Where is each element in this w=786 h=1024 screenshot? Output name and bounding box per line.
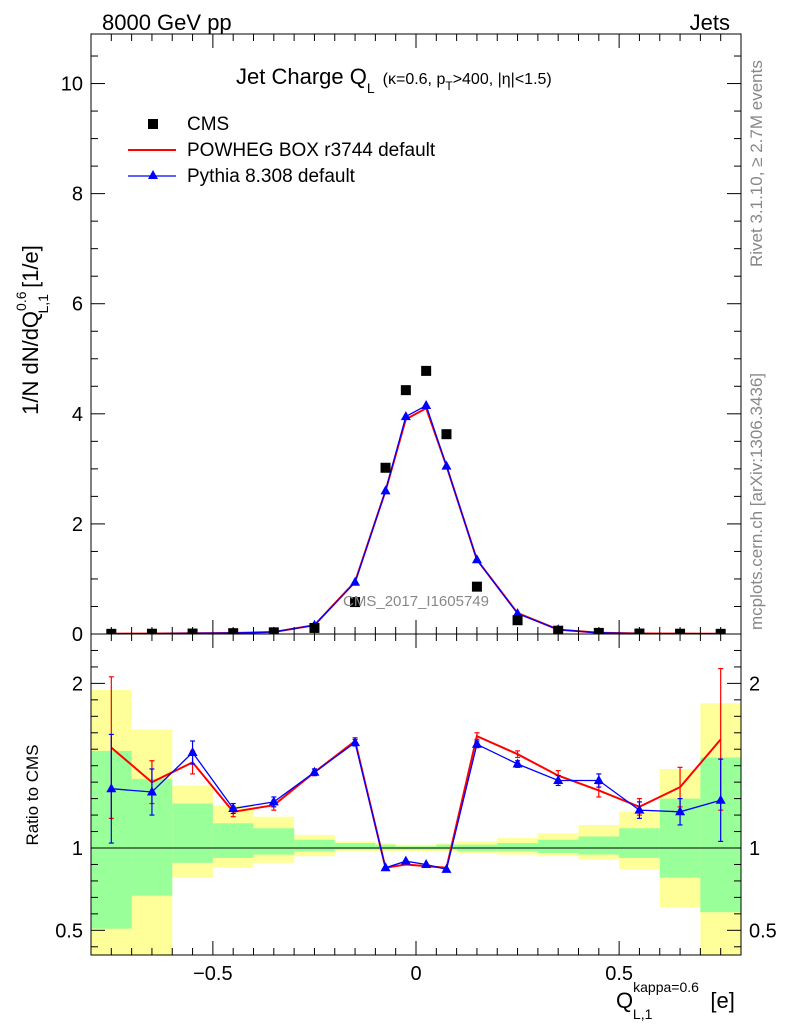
legend-label-pythia: Pythia 8.308 default — [187, 166, 356, 187]
pythia-marker — [471, 554, 482, 564]
cms-marker — [350, 597, 361, 608]
header-left: 8000 GeV pp — [102, 10, 232, 35]
ratio-axes: 0.5 0.5 1 1 2 2 −0.5 0 0.5 — [55, 633, 777, 985]
ratio-marker-pythia — [441, 863, 452, 873]
legend-marker-cms — [148, 119, 158, 129]
pythia-marker — [512, 608, 523, 618]
title-kappa-sub: T — [445, 79, 453, 93]
cms-marker — [512, 615, 523, 626]
ratio-marker-pythia — [471, 738, 482, 748]
band-green — [294, 839, 335, 852]
ratio-ytick-label: 2 — [72, 673, 83, 695]
cms-marker — [421, 365, 432, 376]
ratio-xtick-label: 0.5 — [605, 963, 633, 985]
band-green — [619, 828, 660, 858]
xlabel-unit: [e] — [710, 988, 734, 1013]
ratio-ytick-label-right: 2 — [749, 673, 760, 695]
xlabel-sup: kappa=0.6 — [633, 979, 699, 995]
title-kappa-rest: >400, |η|<1.5) — [453, 71, 552, 88]
band-green — [537, 839, 579, 853]
cms-marker — [400, 385, 411, 396]
title-kappa: (κ=0.6, p — [383, 71, 446, 88]
main-ylabel-a: 1/N dN/dQ — [18, 311, 43, 415]
main-ylabel: 1/N dN/dQ0.6 L,1 [1/e] — [13, 245, 51, 415]
legend-label-cms: CMS — [187, 114, 229, 135]
ratio-ytick-label: 0.5 — [55, 920, 83, 942]
band-green — [334, 843, 376, 850]
side-label-mcplots: mcplots.cern.ch [arXiv:1306.3436] — [747, 373, 766, 630]
ratio-marker-pythia — [309, 766, 320, 776]
ratio-marker-pythia — [228, 802, 239, 812]
watermark: CMS_2017_I1605749 — [343, 593, 489, 610]
cms-marker — [441, 429, 452, 440]
main-ytick-label: 10 — [61, 74, 83, 96]
ratio-line-pythia — [111, 741, 721, 871]
xlabel-sub: L,1 — [633, 1006, 653, 1022]
ratio-marker-pythia — [400, 855, 411, 865]
ratio-ylabel: Ratio to CMS — [23, 744, 42, 845]
pythia-marker — [441, 460, 452, 470]
main-ytick-label: 6 — [72, 294, 83, 316]
title-main-sub: L — [367, 80, 375, 96]
main-plot-area — [91, 34, 741, 634]
ratio-xtick-label: −0.5 — [193, 963, 232, 985]
main-ytick-label: 8 — [72, 184, 83, 206]
band-green — [436, 844, 457, 850]
ratio-marker-pythia — [553, 775, 564, 785]
pythia-marker — [400, 411, 411, 421]
band-green — [212, 823, 254, 858]
ratio-marker-pythia — [421, 858, 432, 868]
band-green — [172, 803, 213, 863]
legend-marker-pythia — [148, 170, 158, 179]
ratio-marker-pythia — [512, 758, 523, 768]
band-green — [497, 843, 538, 852]
ratio-marker-pythia — [350, 737, 361, 747]
ratio-xlabel: Qkappa=0.6 L,1 [e] — [616, 979, 735, 1022]
legend: CMS POWHEG BOX r3744 default Pythia 8.30… — [128, 114, 436, 187]
cms-marker — [471, 581, 482, 592]
main-ylabel-sup: 0.6 — [13, 291, 29, 311]
pythia-marker — [421, 400, 432, 410]
series-line-pythia — [111, 404, 721, 635]
ratio-marker-pythia — [106, 783, 117, 793]
main-title: Jet Charge QL (κ=0.6, pT>400, |η|<1.5) — [236, 64, 552, 96]
ratio-marker-pythia — [187, 747, 198, 757]
side-label-rivet: Rivet 3.1.10, ≥ 2.7M events — [747, 60, 766, 267]
ratio-marker-pythia — [380, 862, 391, 872]
main-ytick-label: 2 — [72, 514, 83, 536]
legend-label-powheg: POWHEG BOX r3744 default — [187, 140, 436, 161]
ratio-marker-pythia — [268, 796, 279, 806]
ratio-marker-pythia — [675, 806, 686, 816]
ratio-marker-pythia — [146, 786, 157, 796]
main-ytick-label: 0 — [72, 624, 83, 646]
ratio-ytick-label-right: 0.5 — [749, 920, 777, 942]
xlabel-q: Q — [616, 988, 633, 1013]
band-green — [578, 836, 620, 855]
ratio-line-powheg — [110, 734, 722, 869]
ratio-ytick-label: 1 — [72, 838, 83, 860]
ratio-series — [91, 667, 741, 873]
header-right: Jets — [690, 10, 730, 35]
ratio-marker-pythia — [593, 775, 604, 785]
ratio-ytick-label-right: 1 — [749, 838, 760, 860]
main-ylabel-sub: L,1 — [35, 294, 51, 314]
ratio-xtick-label: 0 — [410, 963, 421, 985]
main-ylabel-b: [1/e] — [18, 245, 43, 294]
title-main: Jet Charge Q — [236, 64, 367, 89]
pythia-marker — [350, 576, 361, 586]
main-ytick-label: 4 — [72, 404, 83, 426]
ratio-marker-pythia — [715, 794, 726, 804]
cms-marker — [380, 462, 391, 473]
main-panel — [91, 34, 741, 634]
ratio-panel — [91, 634, 741, 955]
band-green — [375, 844, 396, 850]
ratio-marker-pythia — [634, 804, 645, 814]
band-green — [253, 828, 295, 855]
pythia-marker — [380, 485, 391, 495]
